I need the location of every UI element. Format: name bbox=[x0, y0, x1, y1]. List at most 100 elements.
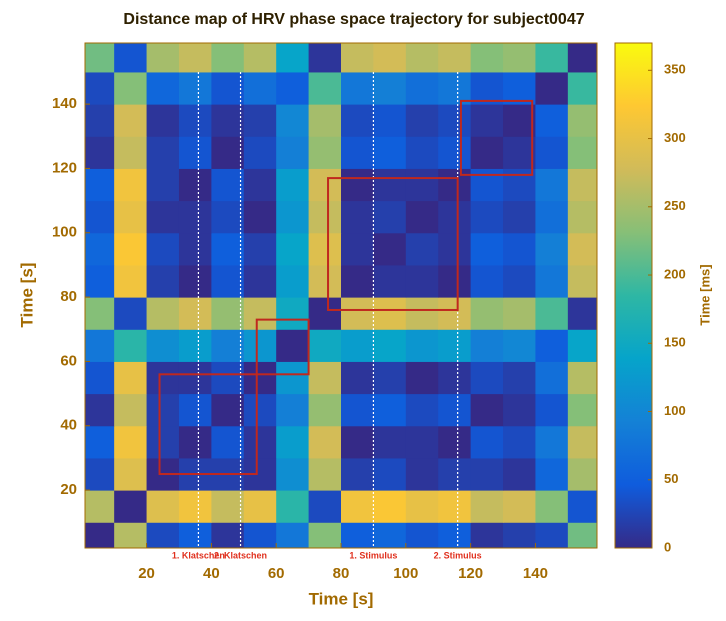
heatmap-cell bbox=[146, 71, 180, 105]
heatmap-cell bbox=[114, 490, 148, 523]
heatmap-cell bbox=[438, 232, 472, 266]
heatmap-cell bbox=[503, 71, 536, 105]
heatmap-cell bbox=[470, 393, 504, 427]
heatmap-cell bbox=[405, 168, 439, 202]
heatmap-cell bbox=[243, 393, 277, 427]
heatmap-cell bbox=[535, 43, 569, 73]
heatmap-cell bbox=[341, 297, 374, 330]
heatmap-cell bbox=[276, 43, 310, 73]
heatmap-cell bbox=[211, 43, 245, 73]
heatmap-cell bbox=[243, 490, 277, 523]
heatmap-cell bbox=[178, 425, 212, 459]
heatmap-cell bbox=[243, 71, 277, 105]
heatmap-cell bbox=[178, 393, 212, 427]
heatmap-cell bbox=[243, 297, 277, 330]
heatmap-cell bbox=[373, 361, 407, 395]
heatmap-cell bbox=[373, 43, 407, 73]
heatmap-cell bbox=[503, 168, 536, 202]
heatmap-cell bbox=[276, 200, 310, 234]
heatmap-cell bbox=[85, 329, 115, 362]
heatmap-cell bbox=[308, 104, 342, 137]
heatmap-cell bbox=[114, 393, 148, 427]
heatmap-cell bbox=[535, 393, 569, 427]
heatmap-cell bbox=[85, 393, 115, 427]
heatmap-cell bbox=[211, 297, 245, 330]
heatmap-cell bbox=[85, 425, 115, 459]
heatmap-cell bbox=[341, 393, 374, 427]
heatmap-cell bbox=[243, 264, 277, 298]
heatmap-cell bbox=[535, 104, 569, 137]
heatmap-cell bbox=[438, 490, 472, 523]
heatmap-cell bbox=[438, 393, 472, 427]
heatmap-cell bbox=[438, 361, 472, 395]
y-tick-label: 60 bbox=[60, 352, 77, 369]
heatmap-cell bbox=[146, 425, 180, 459]
heatmap-cell bbox=[243, 168, 277, 202]
x-tick-label: 60 bbox=[268, 565, 285, 582]
heatmap-cell bbox=[535, 297, 569, 330]
heatmap-cell bbox=[567, 329, 597, 362]
heatmap-cell bbox=[178, 136, 212, 169]
heatmap-cell bbox=[470, 168, 504, 202]
heatmap-cell bbox=[276, 393, 310, 427]
highlight-box bbox=[459, 99, 534, 176]
heatmap-cell bbox=[85, 361, 115, 395]
heatmap-cell bbox=[211, 490, 245, 523]
heatmap-cell bbox=[438, 264, 472, 298]
x-tick-label: 40 bbox=[203, 565, 220, 582]
heatmap-cell bbox=[470, 297, 504, 330]
event-label: 1. Klatschen bbox=[172, 550, 225, 560]
heatmap-cell bbox=[405, 200, 439, 234]
chart-title: Distance map of HRV phase space trajecto… bbox=[123, 11, 584, 28]
heatmap-cell bbox=[114, 104, 148, 137]
heatmap-cell bbox=[85, 43, 115, 73]
heatmap-cell bbox=[405, 329, 439, 362]
colorbar-tick-label: 250 bbox=[664, 198, 686, 213]
heatmap-cell bbox=[373, 297, 407, 330]
heatmap-cell bbox=[243, 43, 277, 73]
x-axis-label: Time [s] bbox=[309, 589, 374, 608]
heatmap-cell bbox=[470, 104, 504, 137]
heatmap-cell bbox=[211, 361, 245, 395]
heatmap-cell bbox=[178, 361, 212, 395]
heatmap-cell bbox=[276, 522, 310, 548]
heatmap-cell bbox=[405, 393, 439, 427]
heatmap-cell bbox=[567, 490, 597, 523]
colorbar-tick-label: 50 bbox=[664, 471, 678, 486]
heatmap-cell bbox=[470, 43, 504, 73]
heatmap-cell bbox=[503, 522, 536, 548]
heatmap-cell bbox=[243, 200, 277, 234]
heatmap-cell bbox=[211, 71, 245, 105]
heatmap-cell bbox=[373, 232, 407, 266]
heatmap-cell bbox=[308, 329, 342, 362]
heatmap-cell bbox=[438, 104, 472, 137]
colorbar-tick-label: 350 bbox=[664, 62, 686, 77]
heatmap-cell bbox=[243, 232, 277, 266]
heatmap-cell bbox=[405, 425, 439, 459]
heatmap-cell bbox=[308, 232, 342, 266]
heatmap-cell bbox=[567, 71, 597, 105]
event-label: 2. Klatschen bbox=[214, 550, 267, 560]
heatmap-cell bbox=[470, 232, 504, 266]
heatmap-cell bbox=[503, 393, 536, 427]
heatmap-cell bbox=[567, 522, 597, 548]
heatmap-cell bbox=[341, 264, 374, 298]
heatmap-cell bbox=[341, 232, 374, 266]
heatmap-cell bbox=[341, 490, 374, 523]
heatmap-cell bbox=[178, 490, 212, 523]
colorbar-tick-label: 200 bbox=[664, 266, 686, 281]
heatmap-cell bbox=[276, 297, 310, 330]
heatmap-cell bbox=[567, 425, 597, 459]
heatmap-cell bbox=[535, 136, 569, 169]
heatmap-cell bbox=[535, 71, 569, 105]
heatmap-cell bbox=[114, 168, 148, 202]
heatmap-cell bbox=[85, 232, 115, 266]
heatmap bbox=[85, 43, 597, 548]
heatmap-cell bbox=[308, 71, 342, 105]
heatmap-cell bbox=[276, 71, 310, 105]
heatmap-cell bbox=[567, 104, 597, 137]
heatmap-cell bbox=[470, 71, 504, 105]
heatmap-cell bbox=[341, 43, 374, 73]
heatmap-cell bbox=[211, 329, 245, 362]
